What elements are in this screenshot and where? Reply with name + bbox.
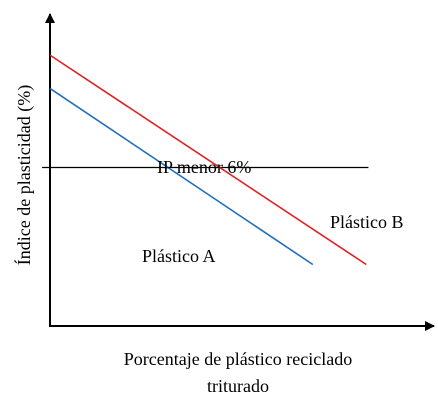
y-axis-label: Índice de plasticidad (%) [13,85,35,265]
x-axis-label-line-2: triturado [207,376,269,396]
x-axis-label-line-1: Porcentaje de plástico reciclado [124,349,352,369]
series-line-plastico-a [49,87,314,266]
series-label-plastico-b: Plástico B [330,212,404,232]
series-label-plastico-a: Plástico A [142,246,216,266]
reference-line-label: IP menor 6% [157,157,251,177]
series-line-plastico-b [49,54,367,266]
